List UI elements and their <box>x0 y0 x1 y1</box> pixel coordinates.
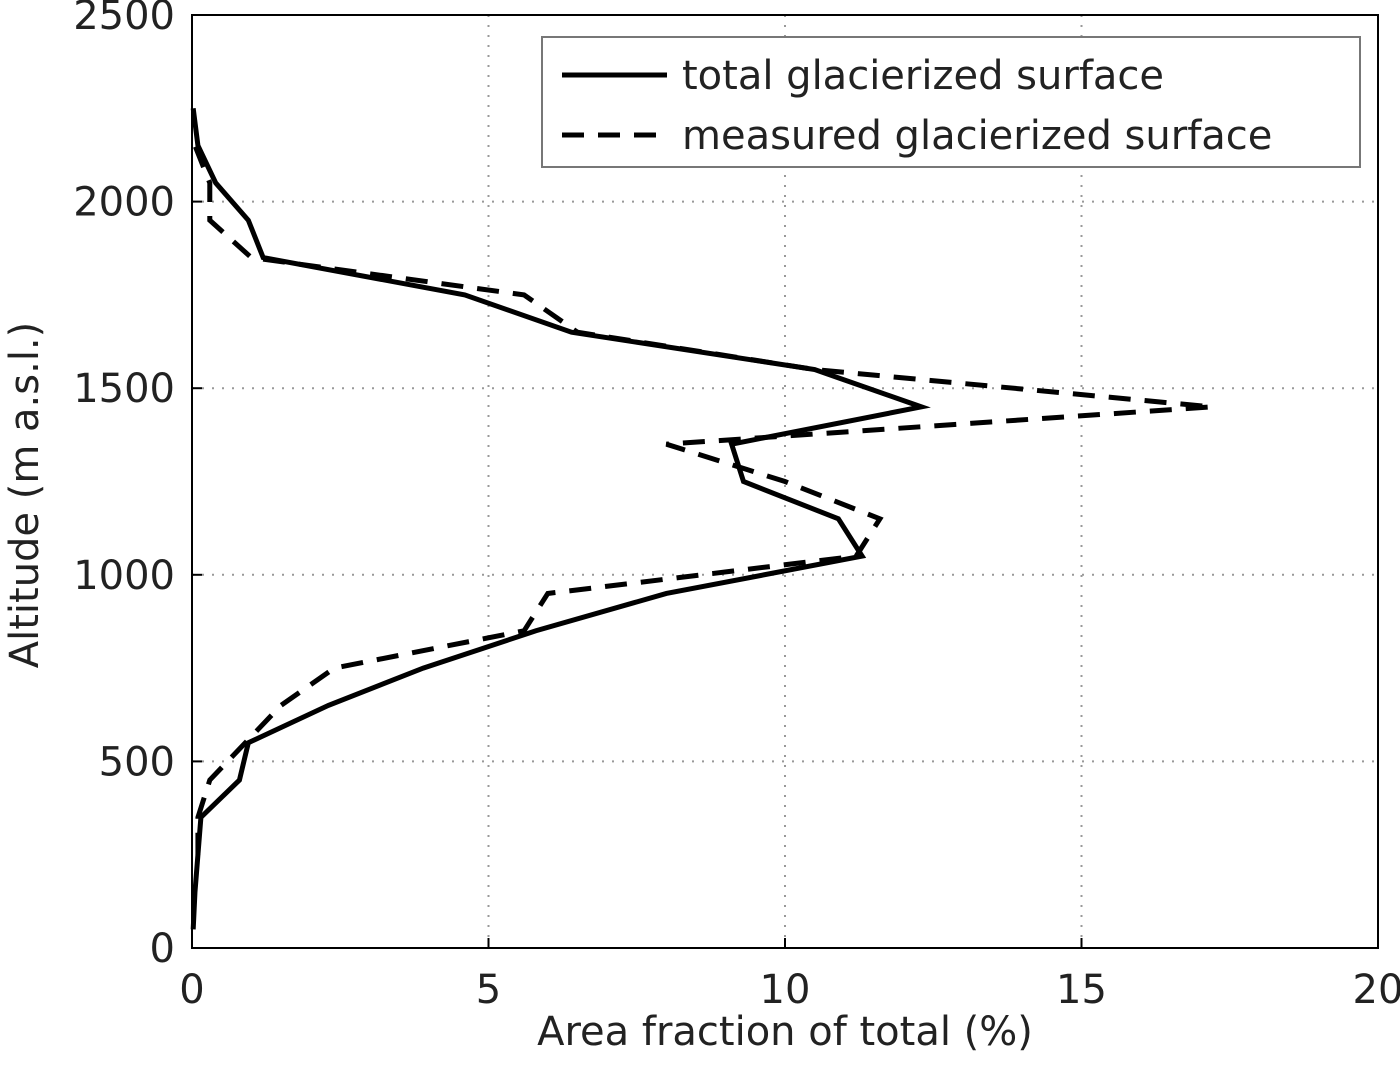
y-tick-label: 1000 <box>73 553 175 599</box>
y-tick-label: 2500 <box>73 0 175 39</box>
y-tick-label: 0 <box>150 926 175 972</box>
axes-frame <box>191 14 1379 949</box>
legend-box <box>541 36 1361 168</box>
y-tick-label: 500 <box>99 739 175 785</box>
y-axis-label: Altitude (m a.s.l.) <box>2 322 48 669</box>
x-axis-label: Area fraction of total (%) <box>537 1009 1033 1055</box>
x-tick-label: 20 <box>1353 967 1400 1013</box>
x-tick-label: 5 <box>476 967 501 1013</box>
x-tick-label: 0 <box>179 967 204 1013</box>
legend-label: measured glacierized surface <box>682 113 1272 159</box>
x-tick-label: 10 <box>760 967 811 1013</box>
data-line <box>190 107 931 930</box>
legend-label: total glacierized surface <box>682 53 1164 99</box>
y-tick-label: 2000 <box>73 180 175 226</box>
x-tick-label: 15 <box>1056 967 1107 1013</box>
y-tick-label: 1500 <box>73 366 175 412</box>
